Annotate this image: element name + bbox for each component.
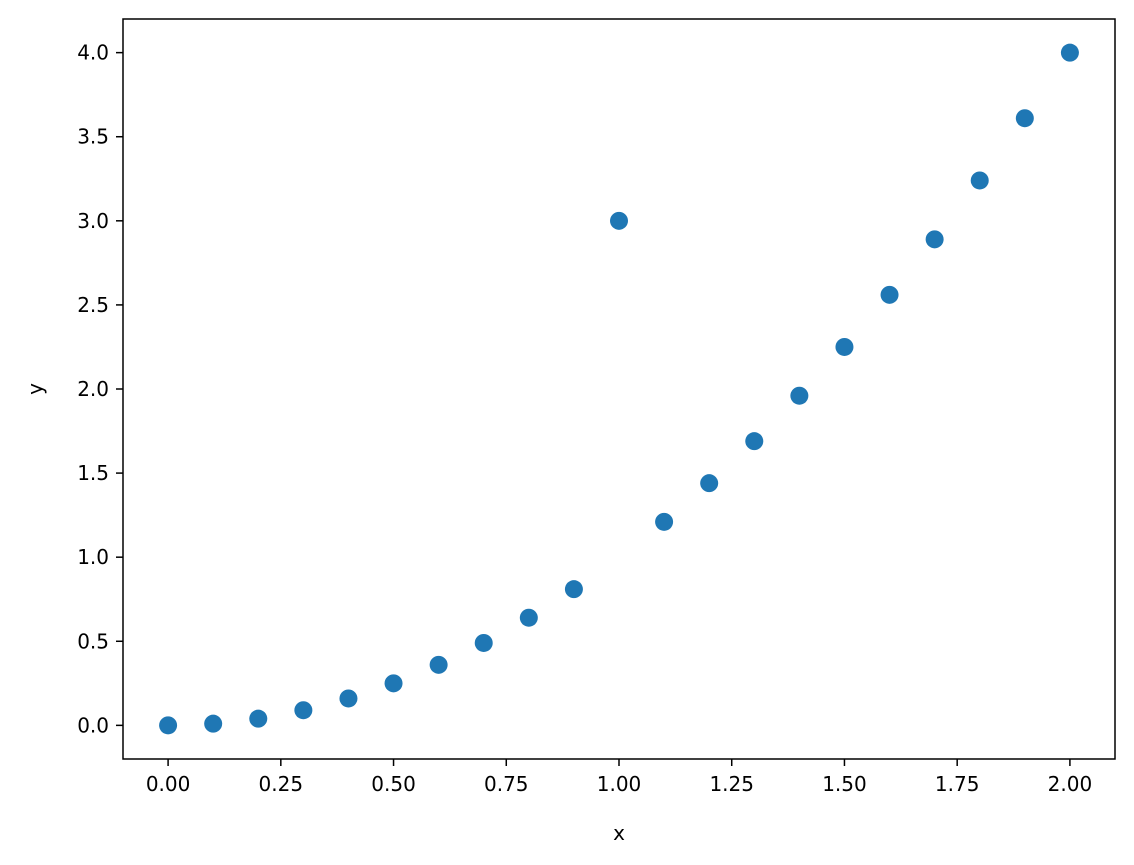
data-point (745, 432, 764, 451)
data-point (204, 714, 223, 733)
x-tick-label: 1.75 (935, 772, 980, 796)
x-tick-label: 2.00 (1048, 772, 1093, 796)
data-point (159, 716, 178, 735)
data-point (294, 701, 313, 720)
plot-frame (122, 18, 1116, 760)
data-point (610, 211, 628, 230)
data-point (925, 230, 944, 249)
points-layer (159, 43, 1079, 735)
x-tick-label: 0.75 (484, 772, 529, 796)
y-tick-label: 3.5 (77, 125, 109, 149)
data-point (384, 674, 403, 693)
x-tick-label: 0.00 (146, 772, 191, 796)
y-axis-label: y (23, 383, 47, 395)
data-point (790, 386, 809, 405)
y-tick-label: 1.5 (77, 461, 109, 485)
data-point (339, 689, 358, 708)
x-axis-label: x (613, 821, 625, 845)
x-tick-label: 0.25 (259, 772, 304, 796)
data-point (880, 285, 899, 304)
data-point (249, 709, 268, 728)
data-point (970, 171, 989, 190)
y-axis-ticks: 0.0 0.5 1.0 1.5 2.0 2.5 3.0 3.5 4.0 (77, 41, 123, 737)
x-axis-ticks: 0.00 0.25 0.50 0.75 1.00 1.25 1.50 1.75 2.00 (146, 759, 1092, 796)
data-point (519, 608, 538, 627)
data-point (1015, 109, 1034, 128)
y-tick-label: 2.0 (77, 377, 109, 401)
y-tick-label: 0.0 (77, 713, 109, 737)
y-tick-label: 3.0 (77, 209, 109, 233)
data-point (1060, 43, 1079, 62)
x-tick-label: 1.50 (822, 772, 867, 796)
data-point (564, 580, 583, 599)
x-tick-label: 0.50 (371, 772, 416, 796)
x-tick-label: 1.25 (709, 772, 754, 796)
data-point (474, 633, 493, 652)
data-point (655, 512, 674, 531)
data-point (835, 337, 854, 356)
x-tick-label: 1.00 (597, 772, 642, 796)
data-point (700, 474, 719, 493)
y-tick-label: 4.0 (77, 41, 109, 65)
data-point (429, 655, 448, 674)
y-tick-label: 2.5 (77, 293, 109, 317)
y-tick-label: 0.5 (77, 629, 109, 653)
y-tick-label: 1.0 (77, 545, 109, 569)
